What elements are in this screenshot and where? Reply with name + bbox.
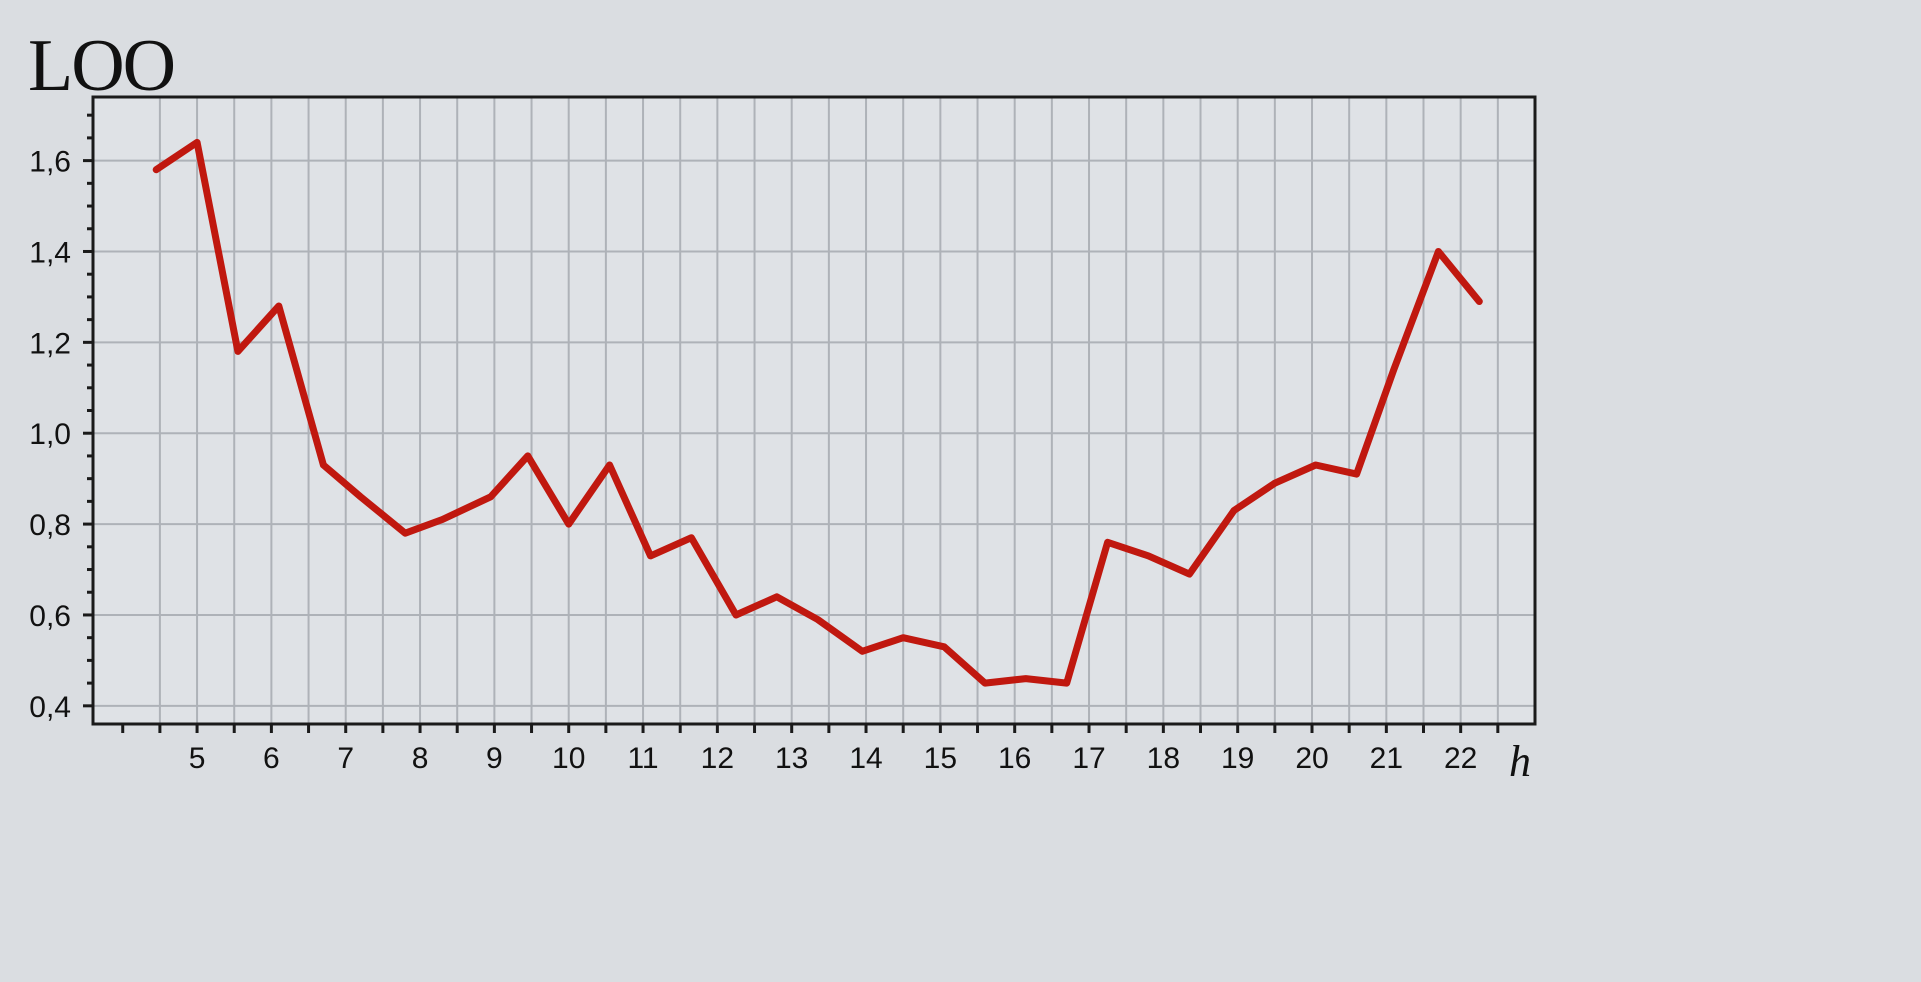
data-point xyxy=(565,521,572,528)
data-point xyxy=(402,530,409,537)
x-tick-label: 5 xyxy=(189,742,206,775)
y-tick-label: 0,8 xyxy=(29,509,71,542)
y-tick-label: 1,2 xyxy=(29,327,71,360)
x-tick-label: 7 xyxy=(337,742,354,775)
data-point xyxy=(153,166,160,173)
data-point xyxy=(688,534,695,541)
x-tick-label: 20 xyxy=(1295,742,1328,775)
data-point xyxy=(1435,248,1442,255)
data-point xyxy=(941,643,948,650)
data-point xyxy=(606,462,613,469)
data-point xyxy=(647,552,654,559)
data-point xyxy=(859,648,866,655)
y-tick-label: 0,4 xyxy=(29,691,71,724)
data-point xyxy=(732,611,739,618)
x-tick-label: 8 xyxy=(412,742,429,775)
data-point xyxy=(814,616,821,623)
data-point xyxy=(234,348,241,355)
data-point xyxy=(357,493,364,500)
data-point xyxy=(773,593,780,600)
x-tick-label: 16 xyxy=(998,742,1031,775)
data-point xyxy=(194,139,201,146)
x-tick-label: 12 xyxy=(701,742,734,775)
data-point xyxy=(981,680,988,687)
chart-title: LOO xyxy=(28,25,176,107)
data-point xyxy=(1271,480,1278,487)
x-axis-label: h xyxy=(1509,737,1531,786)
data-point xyxy=(439,516,446,523)
data-point xyxy=(275,303,282,309)
data-point xyxy=(1022,675,1029,682)
x-tick-label: 15 xyxy=(924,742,957,775)
x-tick-label: 13 xyxy=(775,742,808,775)
data-point xyxy=(1390,366,1397,373)
data-point xyxy=(1104,539,1111,546)
data-point xyxy=(1476,298,1483,305)
data-point xyxy=(1353,471,1360,478)
data-point xyxy=(1312,462,1319,469)
y-tick-label: 1,6 xyxy=(29,146,71,179)
x-tick-label: 10 xyxy=(552,742,585,775)
data-point xyxy=(1186,571,1193,578)
x-tick-label: 19 xyxy=(1221,742,1254,775)
data-point xyxy=(900,634,907,641)
y-tick-label: 0,6 xyxy=(29,600,71,633)
y-tick-label: 1,0 xyxy=(29,418,71,451)
data-point xyxy=(1145,552,1152,559)
data-point xyxy=(320,462,327,469)
y-tick-label: 1,4 xyxy=(29,236,71,269)
x-tick-label: 21 xyxy=(1370,742,1403,775)
data-point xyxy=(524,452,531,459)
x-tick-label: 18 xyxy=(1147,742,1180,775)
x-tick-label: 22 xyxy=(1444,742,1477,775)
x-tick-label: 11 xyxy=(627,742,658,775)
data-point xyxy=(1230,507,1237,514)
x-tick-label: 9 xyxy=(486,742,503,775)
data-point xyxy=(1063,680,1070,687)
x-tick-label: 6 xyxy=(263,742,280,775)
data-point xyxy=(487,493,494,500)
x-tick-label: 17 xyxy=(1072,742,1105,775)
x-tick-label: 14 xyxy=(849,742,882,775)
